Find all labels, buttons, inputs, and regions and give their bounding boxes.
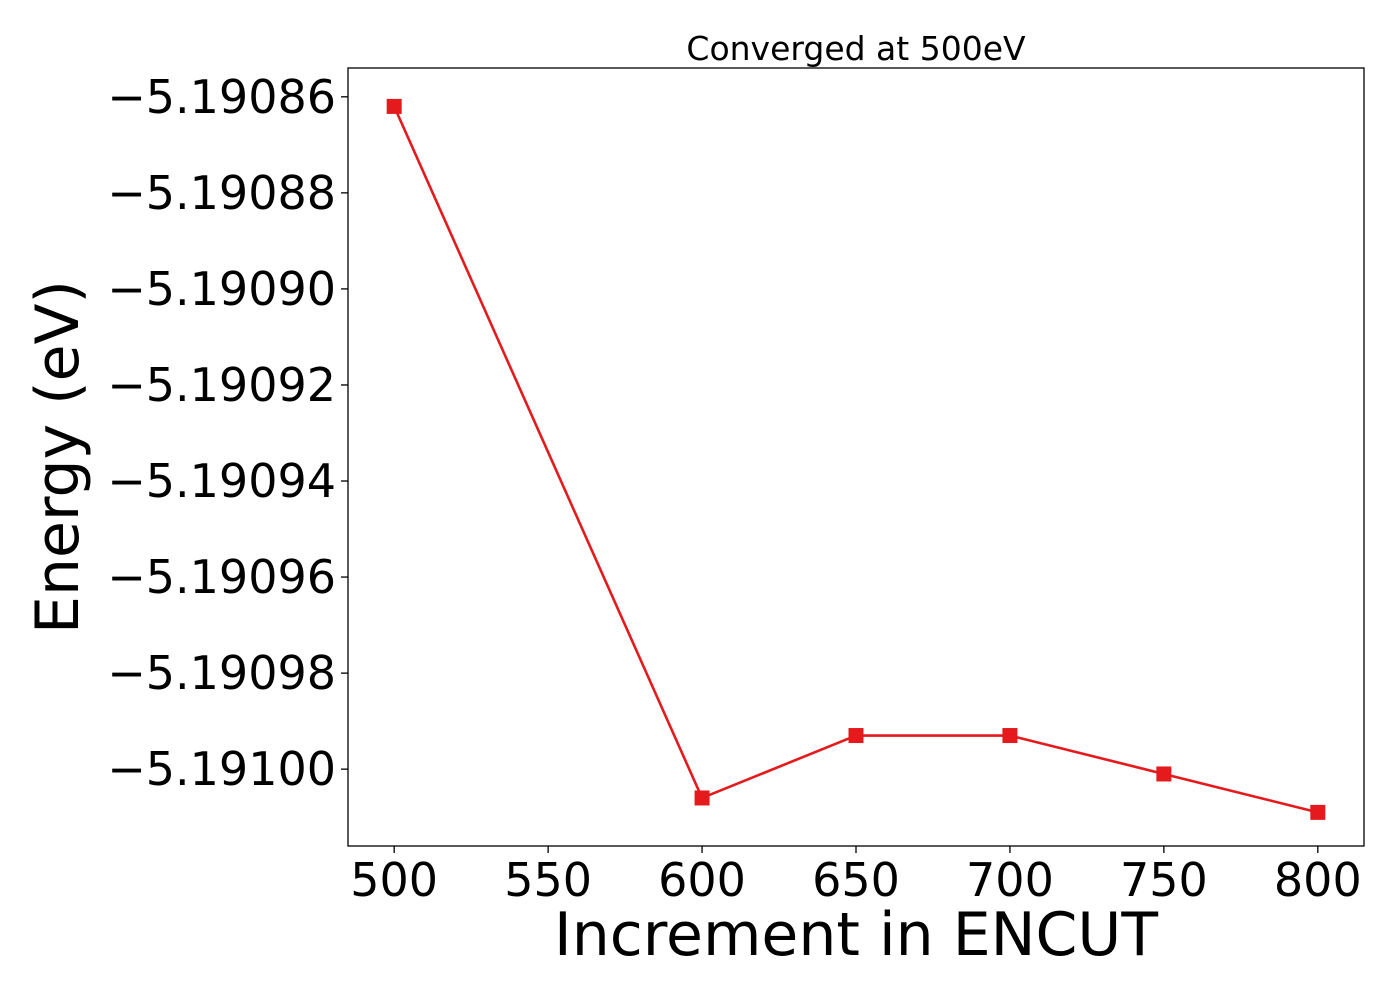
y-tick-label: −5.19094 — [107, 454, 336, 508]
data-point-marker — [1002, 728, 1018, 744]
y-tick-label: −5.19096 — [107, 550, 336, 604]
y-axis-ticks: −5.19086 −5.19088 −5.19090 −5.19092 −5.19094… — [107, 70, 348, 796]
y-tick-label: −5.19086 — [107, 70, 336, 124]
chart-title: Converged at 500eV — [686, 29, 1026, 68]
x-tick-label: 500 — [350, 853, 438, 907]
x-tick-label: 600 — [658, 853, 746, 907]
data-point-marker — [848, 728, 864, 744]
y-tick-label: −5.19092 — [107, 358, 336, 412]
y-tick-label: −5.19098 — [107, 646, 336, 700]
series-layer — [386, 98, 1326, 820]
x-tick-label: 800 — [1274, 853, 1362, 907]
series-line — [392, 105, 1319, 814]
x-tick-label: 700 — [966, 853, 1054, 907]
data-point-marker — [386, 98, 402, 114]
x-tick-label: 650 — [812, 853, 900, 907]
data-point-marker — [694, 790, 710, 806]
y-tick-label: −5.19090 — [107, 262, 336, 316]
data-point-marker — [1310, 804, 1326, 820]
x-axis-title: Increment in ENCUT — [554, 900, 1158, 970]
y-tick-label: −5.19088 — [107, 166, 336, 220]
y-tick-label: −5.19100 — [107, 742, 336, 796]
x-tick-label: 750 — [1120, 853, 1208, 907]
data-point-marker — [1156, 766, 1172, 782]
x-tick-label: 550 — [504, 853, 592, 907]
y-axis-title: Energy (eV) — [23, 280, 93, 634]
x-axis-ticks: 500 550 600 650 700 750 800 — [350, 846, 1362, 907]
